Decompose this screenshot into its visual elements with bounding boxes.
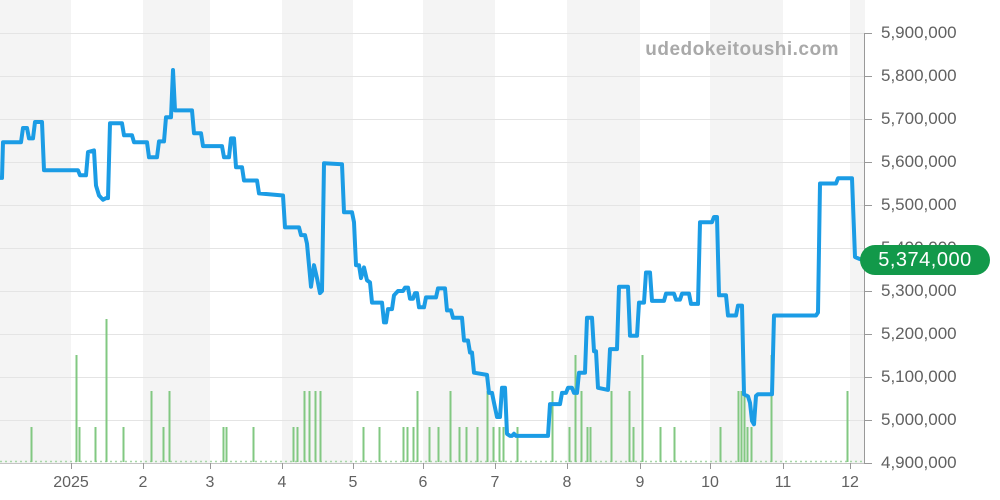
x-axis-label: 7 <box>490 474 500 491</box>
y-axis-label: 5,000,000 <box>881 410 957 429</box>
x-axis-label: 9 <box>635 474 645 491</box>
y-axis-label: 4,900,000 <box>881 453 957 472</box>
watermark: udedokeitoushi.com <box>645 39 839 60</box>
y-axis-label: 5,800,000 <box>881 66 957 85</box>
y-axis-label: 5,200,000 <box>881 324 957 343</box>
x-axis-label: 5 <box>348 474 358 491</box>
y-axis-label: 5,700,000 <box>881 109 957 128</box>
x-axis-label: 6 <box>418 474 428 491</box>
month-stripe <box>850 0 865 463</box>
x-axis-label: 11 <box>774 474 792 491</box>
month-stripe <box>282 0 353 463</box>
month-stripe <box>143 0 210 463</box>
y-axis-label: 5,300,000 <box>881 281 957 300</box>
x-axis-label: 3 <box>205 474 215 491</box>
y-axis-label: 5,600,000 <box>881 152 957 171</box>
x-axis-label: 2 <box>138 474 148 491</box>
x-axis-label: 8 <box>562 474 572 491</box>
x-axis-label: 10 <box>701 474 719 491</box>
current-price-badge: 5,374,000 <box>860 245 990 275</box>
y-axis-label: 5,100,000 <box>881 367 957 386</box>
month-stripe <box>0 0 71 463</box>
x-axis-label: 12 <box>841 474 859 491</box>
price-line <box>0 68 867 438</box>
y-axis-label: 5,900,000 <box>881 23 957 42</box>
y-axis-label: 5,500,000 <box>881 195 957 214</box>
x-axis-label: 2025 <box>53 474 89 491</box>
x-axis-label: 4 <box>277 474 287 491</box>
month-stripe <box>423 0 495 463</box>
